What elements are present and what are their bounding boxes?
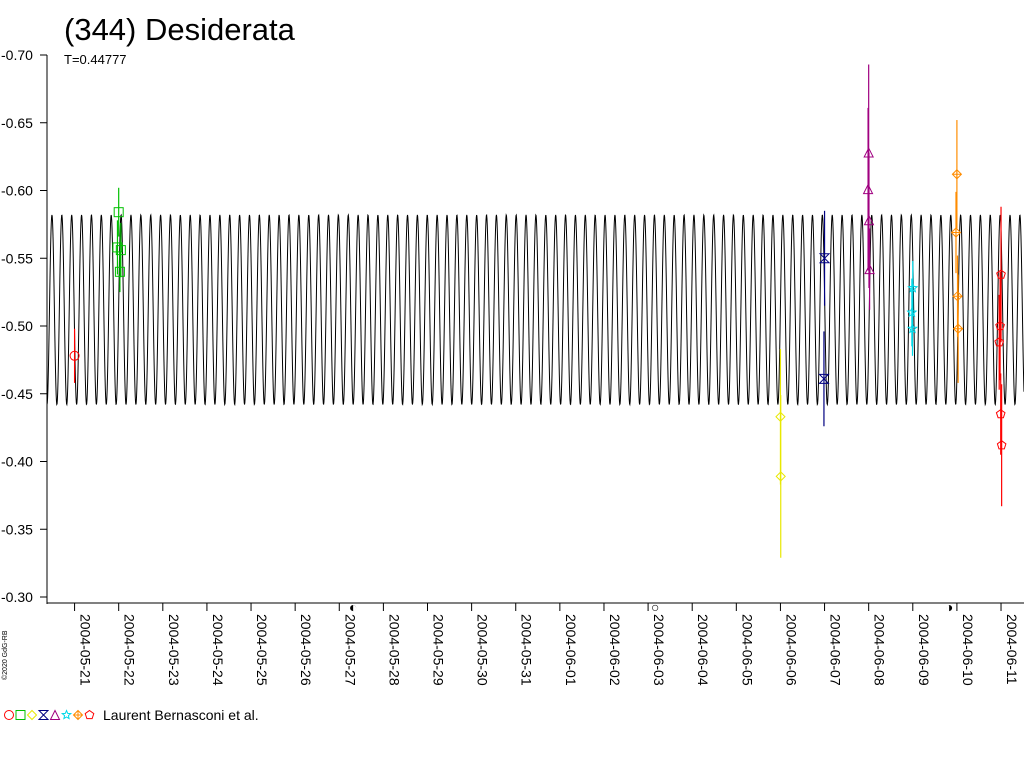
data-point: [863, 214, 875, 226]
data-point: [952, 323, 964, 334]
x-tick-label: 2004-06-10: [960, 614, 976, 686]
chart-title: (344) Desiderata: [64, 12, 296, 47]
x-tick-label: 2004-05-29: [431, 614, 447, 686]
y-tick-label: -0.60: [1, 183, 33, 199]
data-point: [994, 337, 1005, 347]
x-tick-label: 2004-06-03: [651, 614, 667, 686]
data-point: [950, 227, 962, 238]
moon-phase-marker-3: ◑: [945, 599, 953, 615]
x-tick-label: 2004-05-28: [386, 614, 402, 686]
y-tick-label: -0.65: [1, 115, 33, 131]
data-point: [113, 207, 124, 218]
x-tick-label: 2004-05-30: [475, 614, 491, 686]
x-tick-label: 2004-05-24: [210, 614, 226, 686]
data-point: [775, 411, 786, 422]
data-point: [775, 471, 786, 482]
y-tick-label: -0.30: [1, 589, 33, 605]
x-tick-label: 2004-05-22: [122, 614, 138, 686]
data-point: [818, 373, 830, 384]
x-tick-label: 2004-05-31: [519, 614, 535, 686]
data-point: [112, 242, 123, 253]
data-point: [952, 290, 963, 302]
x-tick-label: 2004-06-05: [739, 614, 755, 686]
x-tick-label: 2004-05-21: [78, 614, 94, 686]
data-point: [906, 306, 918, 318]
data-point: [995, 320, 1005, 331]
x-tick-label: 2004-06-08: [872, 614, 888, 686]
legend-marker: [84, 709, 95, 720]
y-tick-label: -0.35: [1, 521, 33, 537]
legend-marker: [49, 709, 61, 720]
data-points: [69, 146, 1007, 482]
x-tick-label: 2004-06-11: [1004, 614, 1020, 685]
y-tick-label: -0.40: [1, 454, 33, 470]
credit-label: Laurent Bernasconi et al.: [103, 707, 259, 723]
data-point: [907, 282, 919, 293]
x-axis-ticks: 2004-05-21 2004-05-22 2004-05-23 2004-05-24…: [74, 603, 1020, 686]
data-point: [114, 266, 125, 277]
model-lightcurve: [46, 213, 1024, 407]
legend-marker: [60, 709, 73, 720]
data-point: [863, 146, 874, 158]
y-tick-label: -0.45: [1, 386, 33, 402]
legend-marker: [4, 710, 14, 720]
data-point: [996, 440, 1007, 450]
legend-marker: [72, 709, 84, 721]
y-tick-label: -0.50: [1, 318, 33, 334]
model-curve-line: [46, 213, 1024, 407]
copyright-label: ©2020 GdG-RB: [1, 630, 9, 680]
x-tick-label: 2004-06-09: [916, 614, 932, 686]
x-tick-label: 2004-06-06: [783, 614, 799, 686]
data-point: [995, 408, 1006, 419]
legend-marker: [37, 710, 50, 720]
x-tick-label: 2004-05-23: [166, 614, 182, 686]
data-point: [864, 263, 875, 275]
legend-marker: [26, 709, 38, 721]
x-tick-label: 2004-05-27: [342, 614, 358, 686]
chart-subtitle: T=0.44777: [64, 52, 127, 67]
y-tick-label: -0.55: [1, 250, 33, 266]
x-tick-label: 2004-06-07: [828, 614, 844, 686]
moon-phase-marker-2: ○: [651, 599, 659, 615]
data-point: [115, 245, 126, 256]
x-tick-label: 2004-06-02: [607, 614, 623, 686]
data-point: [818, 253, 831, 264]
data-point: [69, 350, 80, 361]
legend-marker: [15, 710, 26, 720]
data-point: [996, 269, 1006, 279]
x-tick-label: 2004-06-04: [695, 614, 711, 686]
x-tick-label: 2004-05-26: [298, 614, 314, 686]
y-tick-label: -0.70: [1, 47, 33, 63]
x-tick-label: 2004-05-25: [254, 614, 270, 686]
data-point: [862, 183, 874, 195]
x-tick-label: 2004-06-01: [563, 614, 579, 686]
y-axis-ticks: -0.70 -0.65 -0.60 -0.55 -0.50 -0.45 -0.40 -0.35…: [1, 47, 47, 605]
data-point: [906, 322, 919, 334]
moon-phase-marker-1: ◐: [349, 599, 357, 615]
legend-markers: [4, 709, 95, 721]
data-point: [951, 169, 963, 180]
